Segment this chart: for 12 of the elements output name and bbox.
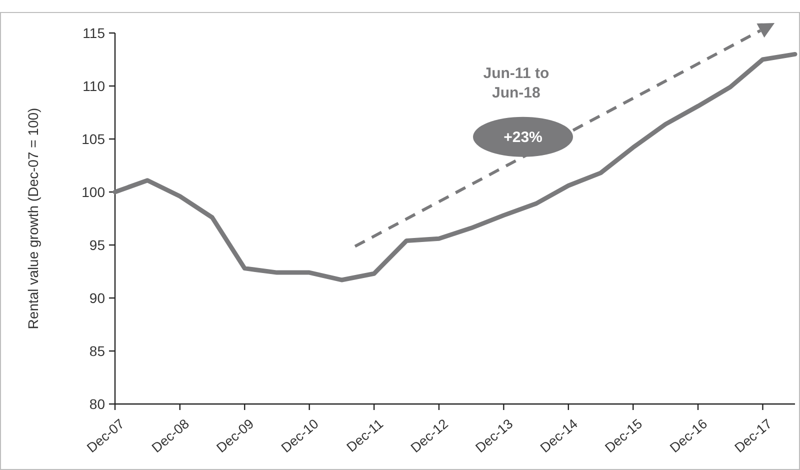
annotation: +23% [504, 129, 542, 146]
annotation: Jun-11 to Jun-18 [483, 65, 550, 102]
y-tick-label: 110 [82, 78, 106, 94]
y-axis-title: Rental value growth (Dec-07 = 100) [25, 108, 41, 330]
y-tick-label: 115 [82, 24, 106, 41]
y-tick-label: 90 [89, 290, 106, 306]
y-tick-label: 105 [82, 130, 106, 147]
y-tick-label: 100 [82, 184, 106, 200]
y-tick-label: 85 [89, 342, 106, 359]
line-series [112, 52, 798, 282]
y-tick-label: 80 [89, 396, 106, 412]
y-tick-label: 95 [89, 236, 106, 253]
